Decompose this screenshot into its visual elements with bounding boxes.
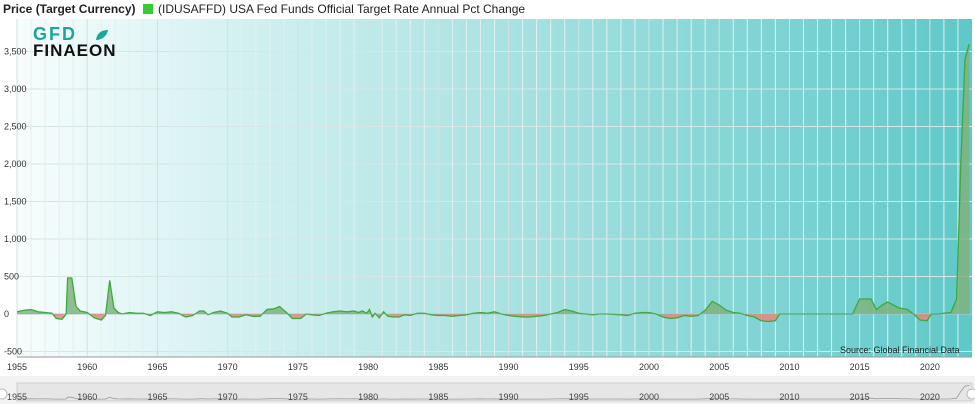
x-tick-label: 1975 [288, 362, 308, 372]
y-tick-label: 2,500 [4, 122, 27, 132]
logo-line-1: GFD [33, 24, 77, 44]
navigator-tick-label: 1955 [7, 392, 27, 402]
navigator-tick-label: 1970 [218, 392, 238, 402]
positive-area [779, 299, 914, 314]
navigator-right-handle[interactable] [966, 388, 975, 400]
x-tick-label: 2005 [709, 362, 729, 372]
legend-label: (IDUSAFFD) USA Fed Funds Official Target… [158, 2, 526, 16]
navigator-tick-label: 1975 [288, 392, 308, 402]
x-tick-label: 1955 [7, 362, 27, 372]
positive-area [323, 309, 372, 314]
negative-area [427, 314, 470, 317]
leaf-icon [96, 30, 108, 40]
navigator-tick-label: 1985 [428, 392, 448, 402]
positive-area [66, 278, 90, 314]
negative-area [913, 314, 932, 321]
x-tick-label: 1980 [358, 362, 378, 372]
navigator-tick-label: 1960 [77, 392, 97, 402]
source-note: Source: Global Financial Data [840, 345, 960, 355]
series-areas [16, 43, 972, 323]
positive-area [700, 301, 743, 314]
positive-area [550, 309, 593, 315]
x-tick-label: 1990 [499, 362, 519, 372]
navigator-tick-label: 2020 [920, 392, 940, 402]
navigator-tick-label: 2015 [850, 392, 870, 402]
navigator-series-line [16, 385, 970, 400]
navigator-tick-label: 1965 [147, 392, 167, 402]
x-tick-labels: 1955 1960 1965 1970 1975 1980 1985 1990 1995 2000… [7, 362, 940, 372]
negative-area [179, 314, 195, 317]
x-tick-label: 1970 [218, 362, 238, 372]
y-tick-label: 1,500 [4, 197, 27, 207]
positive-area [931, 44, 970, 314]
legend-item[interactable]: (IDUSAFFD) USA Fed Funds Official Target… [143, 2, 525, 16]
navigator-tick-label: 1980 [358, 392, 378, 402]
x-tick-label: 2000 [639, 362, 659, 372]
chart-header: Price (Target Currency) (IDUSAFFD) USA F… [0, 0, 975, 18]
y-tick-label: 2,000 [4, 159, 27, 169]
navigator-tick-label: 2000 [639, 392, 659, 402]
y-tick-label: 0 [4, 309, 9, 319]
series-line [16, 43, 970, 323]
y-tick-label: -500 [4, 347, 22, 357]
logo-line-2: FINAEON [33, 41, 117, 60]
x-tick-label: 1995 [569, 362, 589, 372]
x-tick-label: 2015 [850, 362, 870, 372]
x-tick-label: 1960 [77, 362, 97, 372]
y-tick-label: 3,000 [4, 84, 27, 94]
navigator-tick-label: 1995 [569, 392, 589, 402]
x-tick-label: 1965 [147, 362, 167, 372]
x-tick-label: 2020 [920, 362, 940, 372]
y-tick-label: 1,000 [4, 234, 27, 244]
y-tick-label: 3,500 [4, 47, 27, 57]
legend-swatch [143, 4, 153, 14]
navigator-tick-label: 2005 [709, 392, 729, 402]
negative-area [89, 314, 106, 320]
positive-area [632, 312, 664, 317]
range-navigator[interactable]: 1955 1960 1965 1970 1975 1980 1985 1990 1995 2000… [0, 376, 975, 404]
positive-area [209, 311, 229, 314]
x-tick-label: 2010 [779, 362, 799, 372]
gfd-finaeon-logo: GFD FINAEON [33, 24, 143, 60]
negative-area [292, 314, 307, 319]
navigator-left-handle[interactable] [0, 388, 8, 400]
y-tick-label: 500 [4, 272, 19, 282]
y-axis-title: Price (Target Currency) [3, 2, 136, 16]
navigator-tick-label: 2010 [779, 392, 799, 402]
x-tick-label: 1985 [428, 362, 448, 372]
navigator-tick-label: 1990 [499, 392, 519, 402]
y-tick-labels: -500 0 500 1,000 1,500 2,000 2,500 3,000 3,500 [4, 47, 27, 357]
